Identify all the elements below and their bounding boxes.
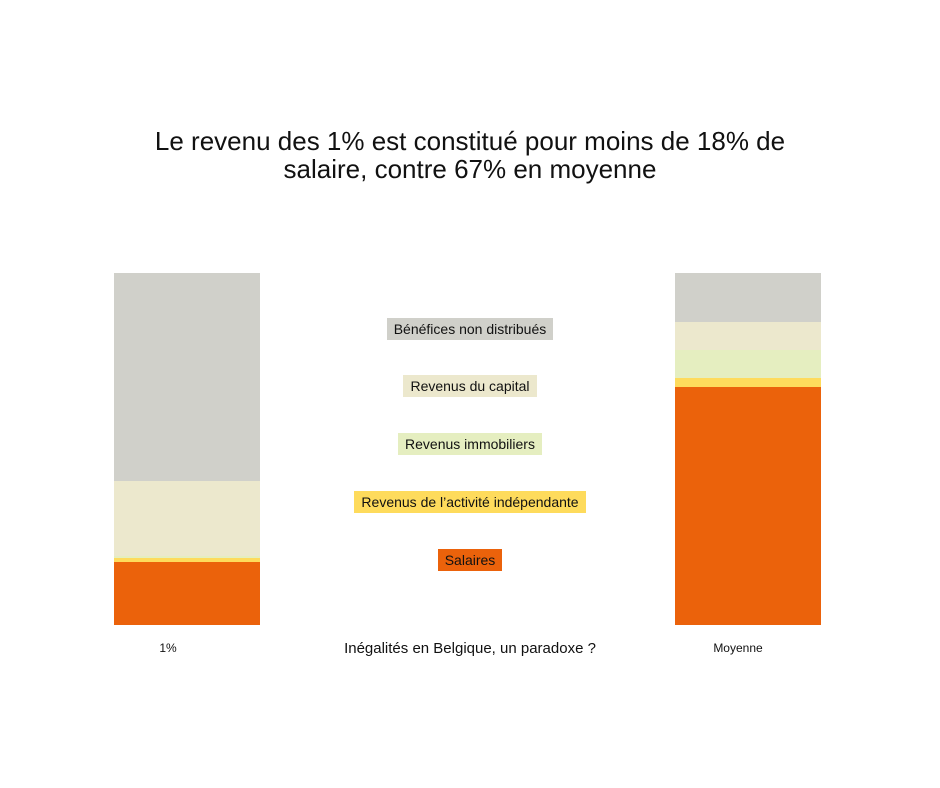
bar-segment-revenus-du-capital [675,321,821,350]
bar-segment-b-n-fices-non-distribu-s [114,273,260,482]
legend-label: Salaires [437,549,503,571]
legend-label: Revenus de l’activité indépendante [354,491,586,513]
legend-item-capital-income: Revenus du capital [0,375,940,397]
x-label-1-percent: 1% [159,641,177,655]
bar-segment-revenus-de-l-activit-ind-pendante [675,377,821,388]
legend-item-real-estate-income: Revenus immobiliers [0,433,940,455]
chart-title: Le revenu des 1% est constitué pour moin… [0,127,940,183]
x-label-average: Moyenne [713,641,763,655]
bar-segment-salaires [675,387,821,625]
chart-title-line-2: salaire, contre 67% en moyenne [283,154,657,184]
bar-segment-salaires [114,561,260,625]
bar-segment-revenus-immobiliers [675,349,821,378]
legend-label: Bénéfices non distribués [386,318,554,340]
legend-item-salaries: Salaires [0,549,940,571]
bar-top-1-percent [114,273,260,625]
legend-item-retained-earnings: Bénéfices non distribués [0,318,940,340]
chart-subtitle: Inégalités en Belgique, un paradoxe ? [344,640,596,657]
bar-segment-revenus-immobiliers [114,556,260,559]
bar-average [675,273,821,625]
bar-segment-revenus-du-capital [114,481,260,556]
bar-segment-b-n-fices-non-distribu-s [675,273,821,322]
legend-label: Revenus du capital [403,375,537,397]
legend-label: Revenus immobiliers [398,433,542,455]
chart-title-line-1: Le revenu des 1% est constitué pour moin… [154,126,786,156]
bar-segment-revenus-de-l-activit-ind-pendante [114,558,260,562]
legend-item-self-employed-income: Revenus de l’activité indépendante [0,491,940,513]
